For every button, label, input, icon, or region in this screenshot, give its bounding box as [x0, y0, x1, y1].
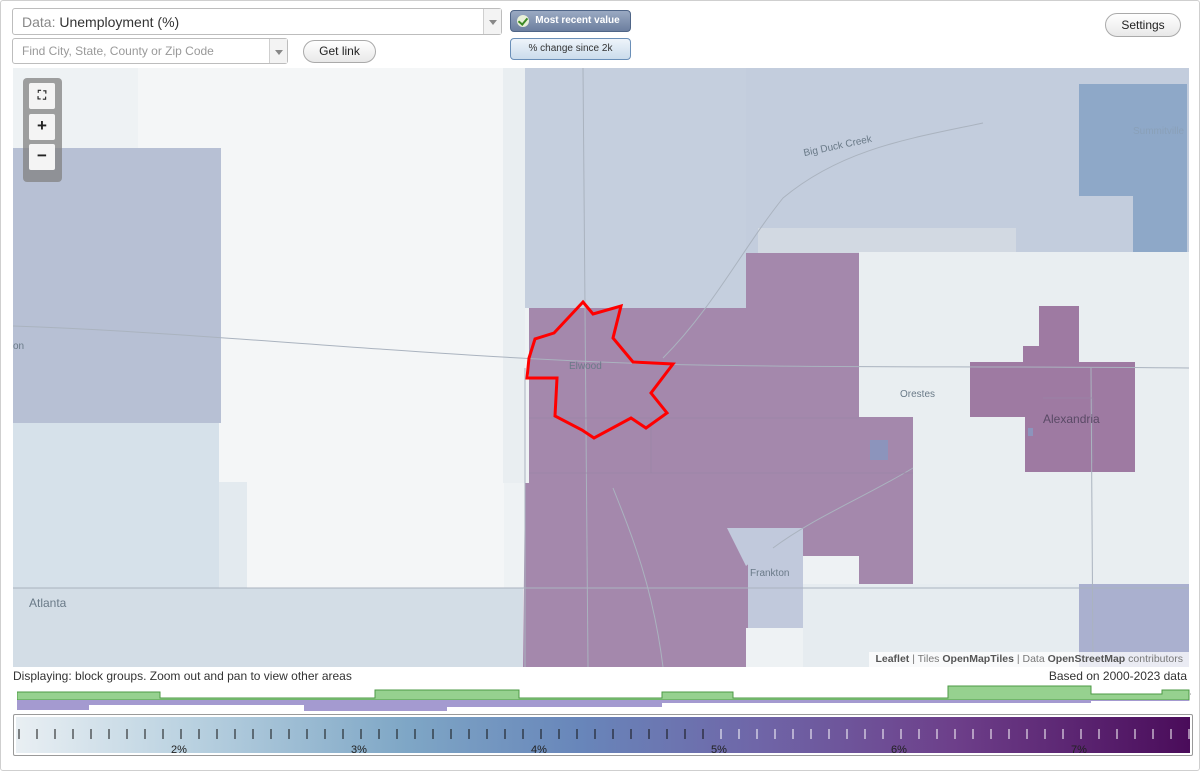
percent-change-button[interactable]: % change since 2k: [510, 38, 631, 60]
legend-tick-label: 4%: [531, 744, 547, 756]
attribution-data-text: Data: [1022, 653, 1045, 665]
block-group[interactable]: [13, 423, 219, 588]
map-label-atlanta: Atlanta: [29, 596, 67, 610]
block-group[interactable]: [13, 148, 221, 423]
chevron-down-icon[interactable]: [269, 39, 287, 63]
block-group[interactable]: [727, 528, 803, 566]
map-label-summitville: Summitville: [1133, 126, 1185, 137]
checkmark-icon: [517, 15, 529, 27]
block-group-alexandria[interactable]: [970, 306, 1135, 472]
map-label-left-edge: on: [13, 341, 25, 352]
attribution-leaflet-link[interactable]: Leaflet: [875, 653, 910, 665]
legend-gradient[interactable]: 2% 3% 4% 5% 6% 7%: [16, 717, 1190, 756]
block-group-purple[interactable]: [523, 253, 913, 667]
selected-area-outline[interactable]: [525, 299, 676, 440]
histogram-area-green: [16, 685, 1190, 701]
most-recent-value-label: Most recent value: [535, 15, 620, 26]
block-group[interactable]: [748, 556, 803, 628]
legend-tick-label: 3%: [351, 744, 367, 756]
map-label-elwood: Elwood: [569, 361, 602, 372]
location-search[interactable]: [12, 38, 288, 64]
get-link-button[interactable]: Get link: [303, 40, 376, 63]
histogram-help-icon[interactable]: ?: [1190, 691, 1196, 701]
histogram-area-purple: [17, 700, 1189, 711]
zoom-out-button[interactable]: −: [29, 144, 55, 170]
legend-tick-label: 5%: [711, 744, 727, 756]
legend-tick-label: 2%: [171, 744, 187, 756]
map-attribution: Leaflet | Tiles OpenMapTiles | Data Open…: [869, 652, 1189, 667]
search-input[interactable]: [13, 39, 269, 63]
data-dropdown-prefix: Data:: [22, 14, 56, 30]
zoom-in-button[interactable]: +: [29, 114, 55, 140]
most-recent-value-button[interactable]: Most recent value: [510, 10, 631, 32]
map-canvas[interactable]: [13, 68, 1189, 667]
legend-ticks: [18, 729, 1190, 739]
block-group[interactable]: [503, 68, 525, 483]
attribution-osm-link[interactable]: OpenStreetMap: [1047, 653, 1126, 665]
map-label-alexandria: Alexandria: [1043, 412, 1100, 426]
water-bodies: [870, 428, 1033, 460]
distribution-histogram: ?: [16, 685, 1196, 713]
attribution-contributors-text: contributors: [1128, 653, 1183, 665]
fullscreen-icon[interactable]: ⛶: [29, 83, 55, 109]
block-group[interactable]: [219, 482, 247, 588]
data-range-note: Based on 2000-2023 data: [1048, 669, 1187, 683]
block-group[interactable]: [1133, 196, 1187, 252]
legend-tick-label: 6%: [891, 744, 907, 756]
legend-tick-label: 7%: [1071, 744, 1087, 756]
map-label-orestes: Orestes: [900, 389, 936, 400]
block-boundaries: [529, 397, 1094, 474]
attribution-tiles-text: Tiles: [917, 653, 940, 665]
data-dropdown[interactable]: Data: Unemployment (%): [12, 8, 502, 35]
color-legend[interactable]: 2% 3% 4% 5% 6% 7%: [13, 714, 1193, 756]
attribution-tiles-link[interactable]: OpenMapTiles: [942, 653, 1014, 665]
block-group[interactable]: [1079, 84, 1187, 196]
display-note: Displaying: block groups. Zoom out and p…: [13, 669, 352, 683]
data-dropdown-value: Unemployment (%): [59, 14, 180, 30]
map-view[interactable]: ⛶ + − Big Duck Creek Summitville Elwood …: [13, 68, 1189, 667]
zoom-controls: ⛶ + −: [23, 78, 62, 182]
block-group[interactable]: [13, 588, 523, 667]
chevron-down-icon[interactable]: [483, 9, 501, 34]
settings-button[interactable]: Settings: [1105, 13, 1181, 37]
map-label-frankton: Frankton: [750, 568, 790, 579]
